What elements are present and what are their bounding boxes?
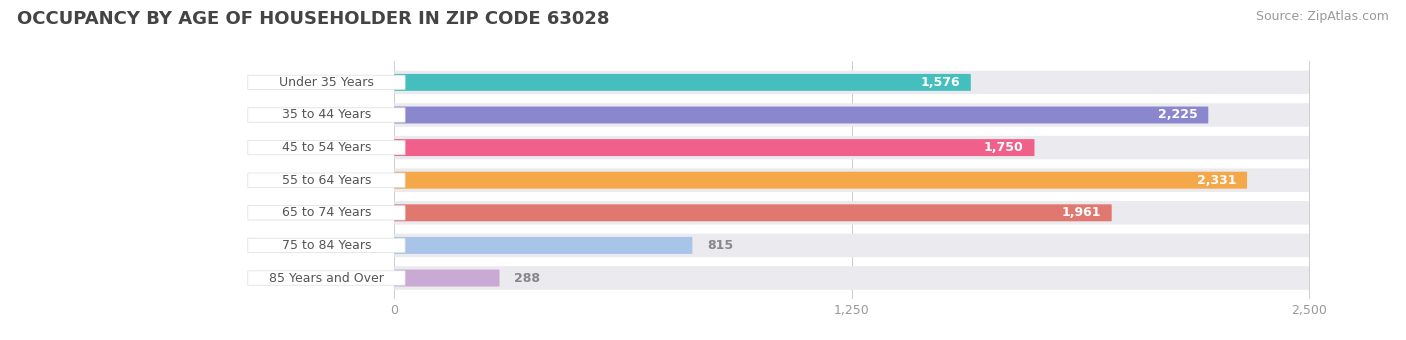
Text: 45 to 54 Years: 45 to 54 Years — [281, 141, 371, 154]
Text: Source: ZipAtlas.com: Source: ZipAtlas.com — [1256, 10, 1389, 23]
FancyBboxPatch shape — [247, 173, 405, 187]
FancyBboxPatch shape — [394, 71, 1309, 94]
FancyBboxPatch shape — [394, 106, 1208, 123]
FancyBboxPatch shape — [247, 75, 405, 90]
Text: 35 to 44 Years: 35 to 44 Years — [281, 108, 371, 121]
FancyBboxPatch shape — [394, 266, 1309, 290]
FancyBboxPatch shape — [394, 168, 1309, 192]
FancyBboxPatch shape — [394, 270, 499, 287]
Text: 65 to 74 Years: 65 to 74 Years — [281, 206, 371, 219]
FancyBboxPatch shape — [394, 204, 1112, 221]
FancyBboxPatch shape — [394, 237, 692, 254]
Text: 2,331: 2,331 — [1197, 174, 1236, 187]
Text: 85 Years and Over: 85 Years and Over — [269, 272, 384, 285]
Text: 1,576: 1,576 — [920, 76, 960, 89]
FancyBboxPatch shape — [247, 238, 405, 253]
FancyBboxPatch shape — [247, 271, 405, 285]
Text: 2,225: 2,225 — [1157, 108, 1198, 121]
Text: 1,750: 1,750 — [984, 141, 1024, 154]
Text: 815: 815 — [707, 239, 733, 252]
Text: 288: 288 — [515, 272, 540, 285]
FancyBboxPatch shape — [394, 74, 970, 91]
Text: OCCUPANCY BY AGE OF HOUSEHOLDER IN ZIP CODE 63028: OCCUPANCY BY AGE OF HOUSEHOLDER IN ZIP C… — [17, 10, 609, 28]
FancyBboxPatch shape — [394, 172, 1247, 189]
FancyBboxPatch shape — [247, 140, 405, 155]
FancyBboxPatch shape — [247, 206, 405, 220]
Text: 1,961: 1,961 — [1062, 206, 1101, 219]
Text: Under 35 Years: Under 35 Years — [278, 76, 374, 89]
FancyBboxPatch shape — [394, 136, 1309, 159]
FancyBboxPatch shape — [394, 139, 1035, 156]
Text: 55 to 64 Years: 55 to 64 Years — [281, 174, 371, 187]
Text: 75 to 84 Years: 75 to 84 Years — [281, 239, 371, 252]
FancyBboxPatch shape — [394, 103, 1309, 127]
FancyBboxPatch shape — [394, 234, 1309, 257]
FancyBboxPatch shape — [394, 201, 1309, 224]
FancyBboxPatch shape — [247, 108, 405, 122]
